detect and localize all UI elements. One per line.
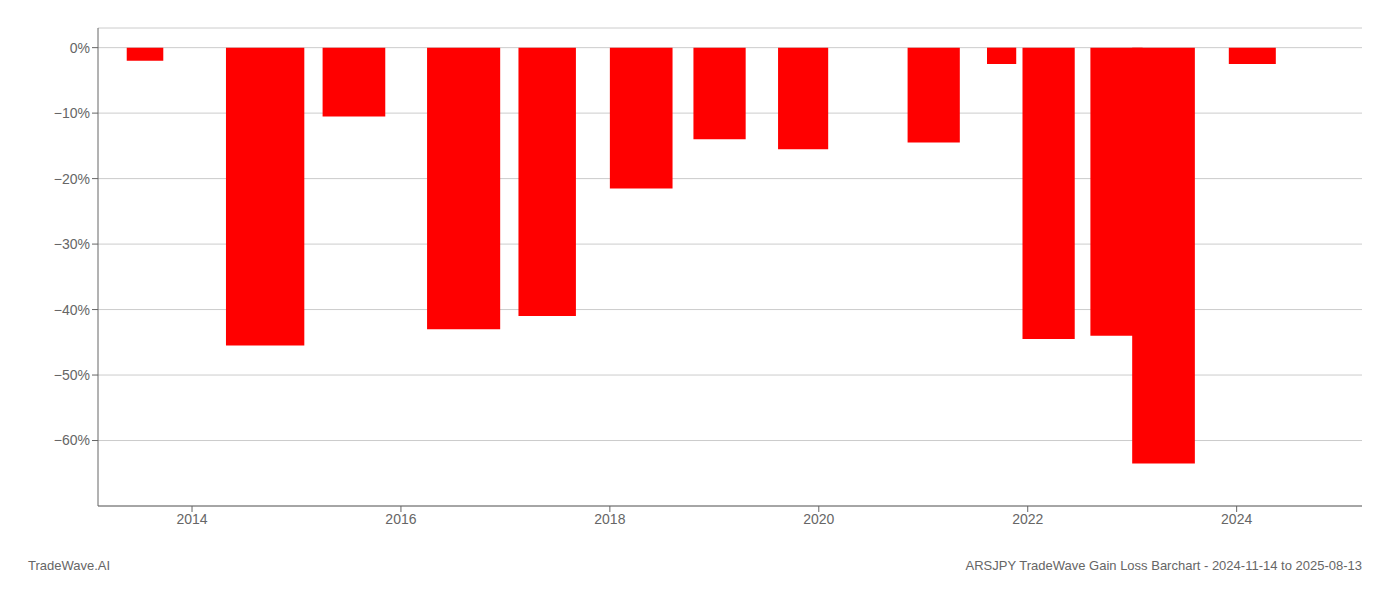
html-text:TradeWave.AI: TradeWave.AI (28, 558, 111, 573)
svg-text:2014: 2014 (176, 511, 207, 527)
svg-text:2016: 2016 (385, 511, 416, 527)
svg-text:−50%: −50% (54, 367, 90, 383)
svg-text:−60%: −60% (54, 432, 90, 448)
svg-text:−30%: −30% (54, 236, 90, 252)
svg-text:0%: 0% (70, 40, 90, 56)
svg-text:2020: 2020 (803, 511, 834, 527)
svg-text:2022: 2022 (1012, 511, 1043, 527)
svg-text:2024: 2024 (1221, 511, 1252, 527)
svg-text:2018: 2018 (594, 511, 625, 527)
html-text:ARSJPY TradeWave Gain Loss Bar: ARSJPY TradeWave Gain Loss Barchart - 20… (965, 558, 1362, 573)
svg-text:−10%: −10% (54, 105, 90, 121)
svg-text:−20%: −20% (54, 171, 90, 187)
svg-text:−40%: −40% (54, 302, 90, 318)
